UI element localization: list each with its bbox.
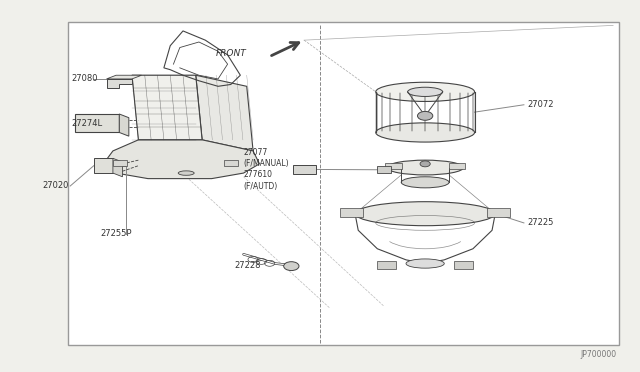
Ellipse shape xyxy=(408,87,443,96)
Bar xyxy=(378,261,396,269)
Ellipse shape xyxy=(355,202,495,226)
Bar xyxy=(487,208,510,217)
Bar xyxy=(340,208,364,217)
Ellipse shape xyxy=(376,82,474,102)
Bar xyxy=(378,166,392,173)
Ellipse shape xyxy=(406,259,444,268)
Polygon shape xyxy=(75,114,119,132)
Polygon shape xyxy=(103,140,259,179)
Bar xyxy=(385,163,401,169)
Circle shape xyxy=(284,262,299,270)
Ellipse shape xyxy=(401,177,449,188)
Text: 27274L: 27274L xyxy=(72,119,102,128)
Text: 27255P: 27255P xyxy=(100,230,132,238)
Bar xyxy=(113,160,127,166)
Text: FRONT: FRONT xyxy=(216,49,246,58)
Polygon shape xyxy=(196,75,253,151)
Polygon shape xyxy=(106,75,141,79)
Bar xyxy=(454,261,473,269)
Circle shape xyxy=(417,112,433,120)
Text: 27228: 27228 xyxy=(234,261,260,270)
Ellipse shape xyxy=(376,123,474,142)
Text: 27077
(F/MANUAL)
277610
(F/AUTD): 27077 (F/MANUAL) 277610 (F/AUTD) xyxy=(244,148,289,190)
Text: 27225: 27225 xyxy=(527,218,554,227)
Polygon shape xyxy=(106,79,132,88)
Bar xyxy=(68,22,620,345)
Circle shape xyxy=(420,161,430,167)
Bar xyxy=(225,160,239,166)
Polygon shape xyxy=(94,158,113,173)
Text: 27020: 27020 xyxy=(42,182,68,190)
Text: JP700000: JP700000 xyxy=(580,350,616,359)
Polygon shape xyxy=(119,114,129,136)
Ellipse shape xyxy=(178,171,194,175)
Polygon shape xyxy=(132,75,202,140)
Bar xyxy=(449,163,465,169)
Ellipse shape xyxy=(387,160,463,175)
Text: 27072: 27072 xyxy=(527,100,554,109)
Text: 27080: 27080 xyxy=(72,74,98,83)
Bar xyxy=(292,164,316,174)
Polygon shape xyxy=(113,158,122,177)
